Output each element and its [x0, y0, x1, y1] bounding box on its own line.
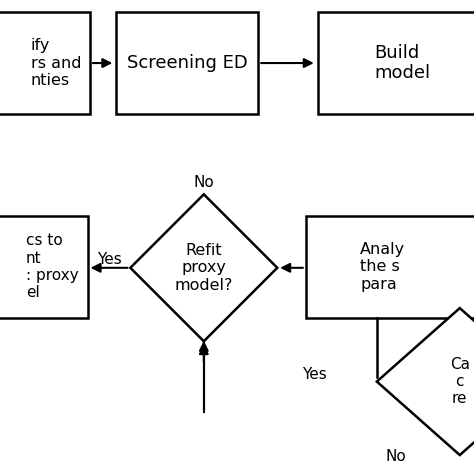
Bar — [0, 216, 88, 318]
Text: Refit
proxy
model?: Refit proxy model? — [174, 243, 233, 293]
Text: Analy
the s
para: Analy the s para — [360, 242, 405, 292]
Text: Build
model: Build model — [374, 44, 430, 82]
Text: Ca
c
re: Ca c re — [450, 356, 470, 407]
Text: Yes: Yes — [98, 252, 122, 267]
Polygon shape — [377, 308, 474, 455]
Polygon shape — [130, 194, 277, 341]
Text: ify
rs and
nties: ify rs and nties — [31, 38, 82, 88]
Text: Screening ED: Screening ED — [127, 54, 247, 72]
Text: Yes: Yes — [302, 367, 327, 382]
Bar — [116, 12, 258, 114]
Text: No: No — [193, 174, 214, 190]
Text: No: No — [385, 448, 406, 464]
Text: cs to
nt
: proxy
el: cs to nt : proxy el — [26, 233, 79, 301]
Bar — [318, 12, 474, 114]
Bar — [306, 216, 474, 318]
Bar — [0, 12, 90, 114]
